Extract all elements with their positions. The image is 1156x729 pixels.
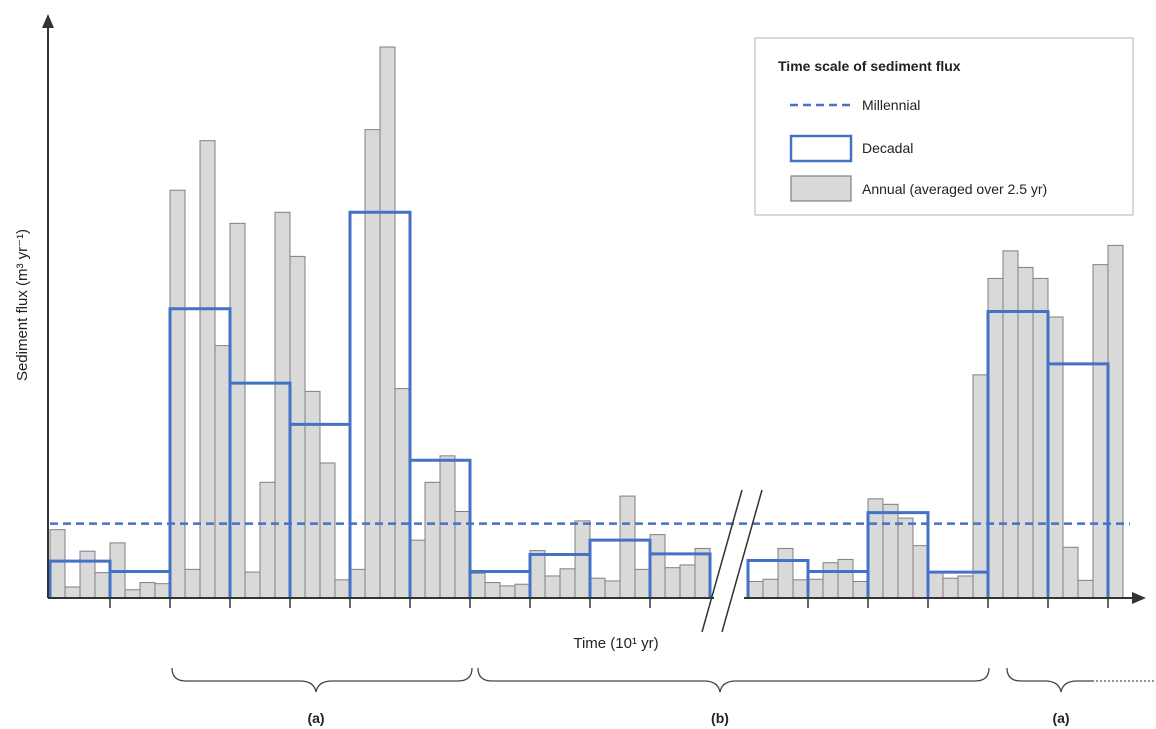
annual-bar [777, 547, 794, 599]
annual-bar [957, 575, 974, 599]
group-bracket-a-right [1006, 667, 1155, 693]
annual-bar [942, 577, 959, 599]
annual-bar [169, 189, 186, 599]
annual-bars-layer [49, 46, 1124, 599]
annual-bar [574, 520, 591, 599]
annual-bar [154, 583, 171, 599]
annual-bar [649, 534, 666, 599]
x-axis-ticks [109, 598, 1109, 608]
group-bracket-a-left [171, 667, 473, 693]
annual-bar [837, 558, 854, 599]
annual-bar [529, 550, 546, 599]
annual-bar [499, 585, 516, 599]
annual-bar [1107, 244, 1124, 599]
annual-bar [244, 571, 261, 599]
legend-annual-label: Annual (averaged over 2.5 yr) [862, 181, 1047, 197]
annual-bar [664, 567, 681, 599]
annual-bar [747, 580, 764, 599]
annual-bar [1032, 277, 1049, 599]
annual-bar [807, 578, 824, 599]
axis-break-icon [701, 489, 763, 633]
annual-bar [1062, 546, 1079, 599]
legend-title: Time scale of sediment flux [778, 58, 961, 74]
annual-bar [852, 580, 869, 599]
annual-bar [469, 572, 486, 599]
annual-bar [94, 572, 111, 599]
annual-bar [394, 388, 411, 599]
decadal-boxes-layer [48, 210, 1110, 598]
annual-bar [184, 568, 201, 599]
annual-bar [304, 390, 321, 599]
group-label-a-right: (a) [1052, 710, 1069, 726]
annual-bar [987, 277, 1004, 599]
annual-bar [1002, 250, 1019, 599]
annual-bar [229, 222, 246, 599]
annual-bar [792, 579, 809, 599]
annual-bar [484, 582, 501, 599]
annual-bar [1077, 579, 1094, 599]
x-axis-label: Time (10¹ yr) [573, 635, 658, 652]
annual-bar [1017, 266, 1034, 599]
group-label-b: (b) [711, 710, 729, 726]
annual-bar [439, 455, 456, 599]
legend-annual-swatch [790, 175, 852, 202]
legend-decadal-swatch [789, 134, 853, 163]
x-axis-arrow [1132, 592, 1146, 604]
annual-bar [214, 345, 231, 599]
annual-bar [762, 578, 779, 599]
annual-bar [589, 577, 606, 599]
annual-bar [1047, 316, 1064, 599]
legend: Time scale of sediment flux Millennial D… [754, 37, 1134, 216]
annual-bar [199, 140, 216, 599]
group-label-a-left: (a) [307, 710, 324, 726]
annual-bar [409, 539, 426, 599]
decadal-box [648, 552, 712, 598]
decadal-box [408, 458, 472, 598]
annual-bar [822, 562, 839, 599]
annual-bar [379, 46, 396, 599]
annual-bar [679, 564, 696, 599]
annual-bar [694, 547, 711, 599]
legend-millennial-label: Millennial [862, 97, 920, 113]
y-axis-label: Sediment flux (m³ yr⁻¹) [14, 229, 31, 381]
annual-bar [559, 568, 576, 599]
annual-bar [349, 568, 366, 599]
annual-bar [604, 580, 621, 599]
annual-bar [897, 517, 914, 599]
annual-bar [634, 568, 651, 599]
annual-bar [544, 575, 561, 599]
annual-bar [619, 495, 636, 599]
annual-bar [139, 582, 156, 599]
legend-decadal-label: Decadal [862, 140, 913, 156]
group-bracket-b [477, 667, 990, 693]
annual-bar [882, 503, 899, 599]
annual-bar [124, 589, 141, 599]
annual-bar [319, 462, 336, 599]
annual-bar [334, 579, 351, 599]
decadal-box [866, 511, 930, 598]
decadal-box [1046, 362, 1110, 598]
annual-bar [927, 572, 944, 599]
annual-bar [49, 529, 66, 599]
annual-bar [514, 583, 531, 599]
annual-bar [64, 586, 81, 599]
annual-bar [424, 481, 441, 599]
y-axis-arrow [42, 14, 54, 28]
annual-bar [259, 481, 276, 599]
annual-bar [912, 545, 929, 599]
annual-bar [289, 255, 306, 599]
annual-bar [1092, 264, 1109, 599]
annual-bar [972, 374, 989, 599]
annual-bar [79, 550, 96, 599]
annual-bar [274, 211, 291, 599]
decadal-box [348, 210, 412, 598]
annual-bar [364, 129, 381, 599]
